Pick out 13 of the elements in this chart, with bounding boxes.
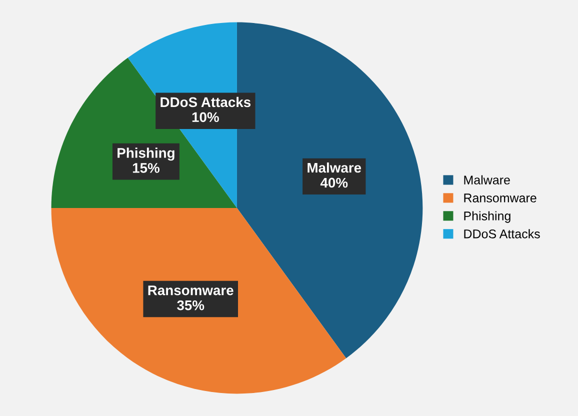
slice-label: Malware	[308, 162, 362, 173]
data-label: 10%	[192, 112, 219, 122]
slice-label: DDoS Attacks	[160, 96, 251, 108]
legend-label: Ransomware	[464, 194, 536, 202]
data-label: 35%	[177, 300, 204, 310]
slice-label: Ransomware	[148, 286, 234, 296]
legend-label: Phishing	[464, 211, 510, 223]
data-label: 40%	[320, 178, 348, 188]
legend-label: Malware	[464, 175, 510, 184]
pie-slice	[51, 208, 346, 394]
legend-label: DDoS Attacks	[464, 229, 540, 238]
slice-label: Phishing	[118, 148, 174, 161]
data-label: 15%	[132, 163, 160, 173]
